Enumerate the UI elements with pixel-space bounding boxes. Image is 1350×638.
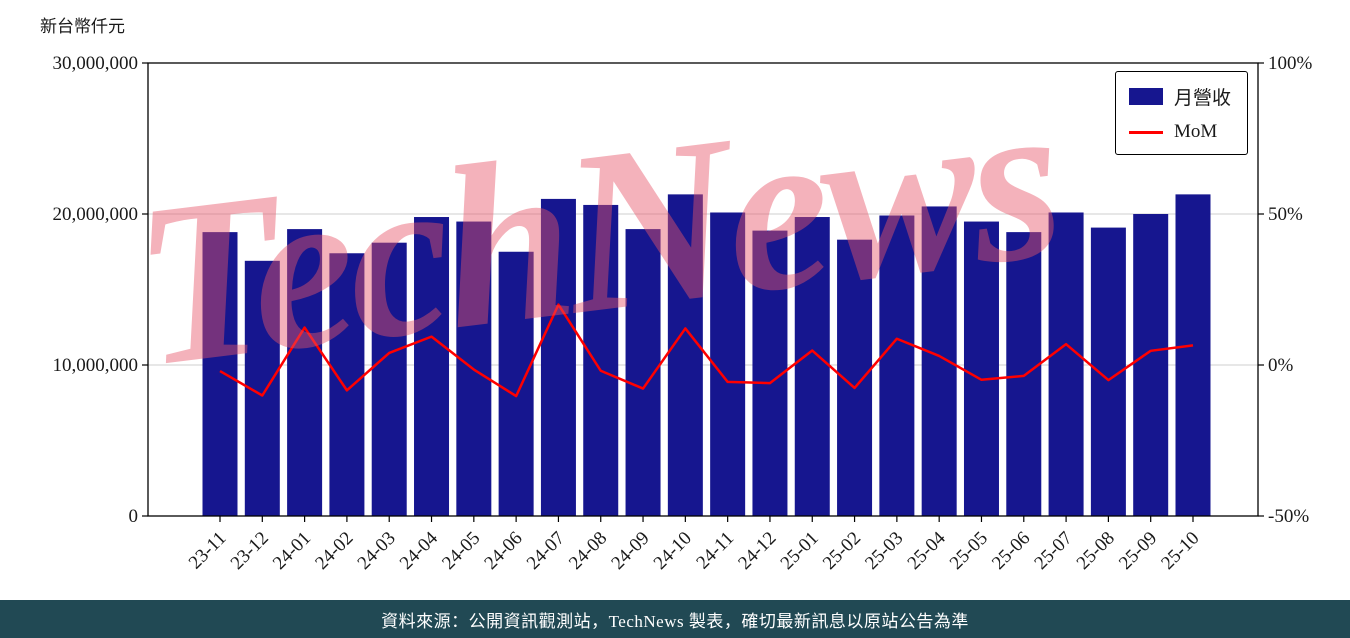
legend-item-revenue: 月營收 <box>1128 83 1231 110</box>
x-tick-label: 24-08 <box>565 528 611 574</box>
revenue-bar <box>287 229 323 516</box>
revenue-bar <box>1048 212 1084 517</box>
x-tick-label: 25-07 <box>1030 528 1076 574</box>
x-tick-label: 25-04 <box>904 527 951 574</box>
plot-border <box>147 62 1259 517</box>
revenue-bar <box>879 215 915 516</box>
x-tick-label: 24-06 <box>480 528 526 574</box>
x-tick-label: 24-09 <box>607 528 653 574</box>
x-tick-label: 24-02 <box>311 528 357 574</box>
footer-text: 資料來源：公開資訊觀測站，TechNews 製表，確切最新訊息以原站公告為準 <box>381 611 969 631</box>
revenue-bar <box>498 251 534 516</box>
x-tick-label: 25-02 <box>819 528 865 574</box>
x-tick-label: 25-03 <box>861 528 907 574</box>
x-tick-label: 25-06 <box>988 528 1034 574</box>
revenue-bar <box>667 194 703 516</box>
right-tick-label: 0% <box>1268 355 1294 376</box>
revenue-bar <box>1133 214 1169 516</box>
x-tick-label: 24-10 <box>650 528 696 574</box>
legend-item-mom: MoM <box>1128 121 1231 143</box>
x-tick-label: 25-10 <box>1157 528 1203 574</box>
x-tick-label: 24-01 <box>269 528 315 574</box>
right-tick-label: -50% <box>1268 506 1309 527</box>
revenue-bar <box>1006 232 1042 516</box>
x-tick-label: 24-12 <box>734 528 780 574</box>
revenue-bar <box>1175 194 1211 516</box>
chart-legend: 月營收 MoM <box>1114 71 1248 155</box>
revenue-bar <box>794 217 830 516</box>
right-tick-label: 50% <box>1268 204 1303 225</box>
revenue-series-swatch <box>1128 88 1163 105</box>
x-tick-label: 24-11 <box>692 528 738 574</box>
x-tick-label: 23-11 <box>185 528 231 574</box>
x-tick-label: 25-01 <box>777 528 823 574</box>
x-tick-label: 25-05 <box>946 528 992 574</box>
right-tick-label: 100% <box>1268 53 1313 74</box>
revenue-bar <box>540 198 576 516</box>
revenue-bar <box>371 242 407 516</box>
mom-line <box>219 303 1194 398</box>
x-tick-label: 24-03 <box>354 528 400 574</box>
x-tick-label: 24-07 <box>523 528 569 574</box>
x-tick-label: 24-04 <box>396 527 443 574</box>
revenue-bar <box>921 206 957 516</box>
left-tick-label: 10,000,000 <box>53 355 139 376</box>
source-footer: 資料來源：公開資訊觀測站，TechNews 製表，確切最新訊息以原站公告為準 <box>0 600 1350 638</box>
revenue-bar <box>963 221 999 517</box>
revenue-mom-chart: 0 10,000,000 20,000,000 30,000,000 -50% 0% 50%… <box>53 53 1313 574</box>
revenue-bar <box>583 204 619 516</box>
left-tick-label: 30,000,000 <box>53 53 139 74</box>
revenue-bar <box>329 253 365 516</box>
legend-label-revenue: 月營收 <box>1173 88 1231 109</box>
revenue-bar <box>202 232 238 516</box>
x-tick-label: 25-09 <box>1115 528 1161 574</box>
x-tick-label: 25-08 <box>1073 528 1119 574</box>
left-tick-label: 0 <box>129 506 139 527</box>
mom-series-swatch <box>1128 130 1163 134</box>
revenue-bar <box>414 217 450 516</box>
x-tick-label: 23-12 <box>227 528 273 574</box>
legend-label-mom: MoM <box>1173 121 1218 142</box>
revenue-bar <box>710 212 746 517</box>
left-axis-title: 新台幣仟元 <box>40 17 125 36</box>
left-tick-label: 20,000,000 <box>53 204 139 225</box>
x-tick-label: 24-05 <box>438 528 484 574</box>
